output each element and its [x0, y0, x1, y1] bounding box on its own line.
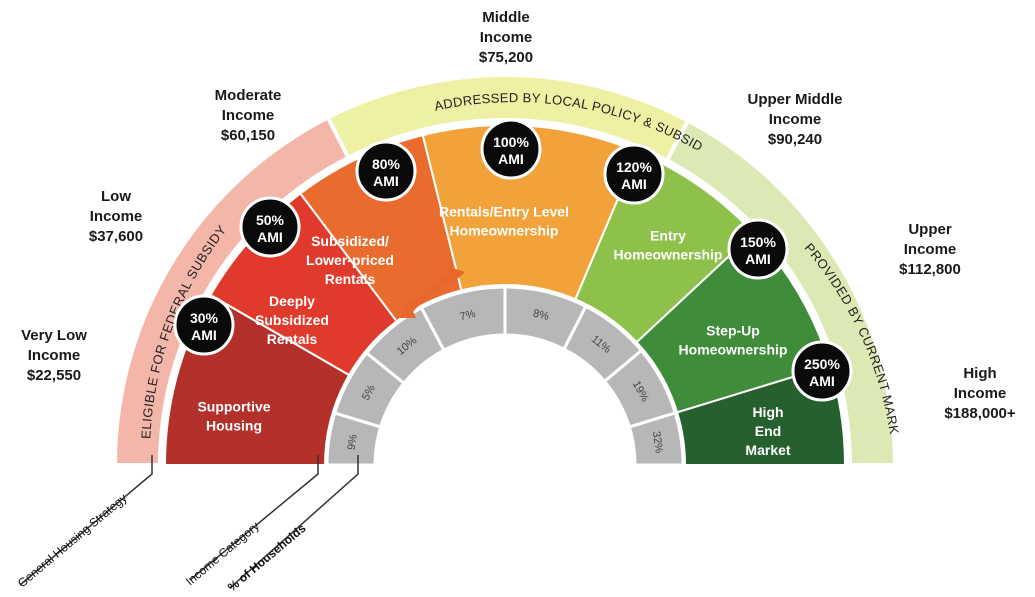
category-label: Homeownership [450, 223, 559, 239]
households-segment [627, 411, 685, 467]
income-label-moderate: Moderate Income $60,150 [198, 86, 298, 146]
income-line: Very Low [21, 327, 87, 344]
ami-pct: 250% [804, 356, 840, 372]
category-label-layer: Supportive Housing Deeply Subsidized Rentals… [197, 204, 790, 459]
income-line: Income [221, 107, 275, 124]
ami-marker-circle [480, 118, 542, 180]
ami-unit: AMI [621, 176, 647, 192]
ami-unit: AMI [191, 327, 217, 343]
category-label: Homeownership [614, 247, 723, 263]
households-pct-label: 7% [459, 308, 478, 324]
income-line: Middle [482, 9, 530, 26]
income-line: Income [903, 241, 957, 258]
ami-unit: AMI [373, 173, 399, 189]
ami-marker-circle [727, 218, 789, 280]
ami-marker: 50%AMI [239, 196, 301, 258]
category-label: End [755, 423, 781, 439]
income-line: $112,800 [899, 261, 961, 278]
income-line: Upper Middle [747, 91, 843, 108]
category-label: Entry [650, 228, 686, 244]
category-label: Rentals [325, 271, 376, 287]
category-label: High [752, 404, 783, 420]
legend-strategy: General Housing Strategy [15, 491, 130, 590]
legend-guides [19, 455, 359, 589]
category-label: Deeply [269, 293, 315, 309]
income-label-very-low: Very Low Income $22,550 [4, 326, 104, 386]
income-line: $60,150 [220, 127, 276, 144]
ami-marker: 30%AMI [173, 294, 235, 356]
income-line: High [963, 365, 997, 382]
category-label: Homeownership [679, 342, 788, 358]
ami-pct: 120% [616, 159, 652, 175]
income-line: $75,200 [478, 49, 534, 66]
ami-pct: 80% [372, 156, 401, 172]
income-label-upper-middle: Upper Middle Income $90,240 [730, 90, 860, 150]
income-line: Income [953, 385, 1007, 402]
category-label: Market [745, 442, 790, 458]
income-line: $188,000+ [944, 405, 1016, 422]
income-line: Upper [908, 221, 952, 238]
category-label: Step-Up [706, 323, 760, 339]
income-label-low: Low Income $37,600 [66, 187, 166, 247]
category-label: Rentals [267, 331, 318, 347]
income-line: $90,240 [767, 131, 823, 148]
ami-unit: AMI [809, 373, 835, 389]
income-line: Moderate [214, 87, 282, 104]
ami-marker: 80%AMI [355, 140, 417, 202]
ami-marker: 100%AMI [480, 118, 542, 180]
income-line: Income [768, 111, 822, 128]
ami-unit: AMI [257, 229, 283, 245]
households-pct-label: 32% [650, 430, 665, 454]
income-line: Income [27, 347, 81, 364]
ami-marker-circle [355, 140, 417, 202]
households-pct-label: 9% [346, 433, 360, 451]
households-pct-label: 8% [532, 308, 550, 323]
strategy-band-layer [112, 73, 898, 467]
category-label: Lower-priced [306, 252, 394, 268]
ami-marker: 120%AMI [603, 143, 665, 205]
ami-marker-circle [603, 143, 665, 205]
double-arrow-icon [400, 266, 465, 318]
ami-pct: 150% [740, 234, 776, 250]
ami-pct: 50% [256, 212, 285, 228]
income-label-upper: Upper Income $112,800 [880, 220, 980, 280]
ami-marker-circle [239, 196, 301, 258]
ami-marker: 150%AMI [727, 218, 789, 280]
income-label-high: High Income $188,000+ [928, 364, 1032, 424]
ami-marker-circle [791, 340, 853, 402]
category-label: Housing [206, 418, 262, 434]
category-label: Supportive [197, 399, 270, 415]
income-line: Income [89, 208, 143, 225]
income-line: Low [101, 188, 131, 205]
income-line: $37,600 [88, 228, 144, 245]
ami-pct: 100% [493, 134, 529, 150]
ami-unit: AMI [498, 151, 524, 167]
income-label-middle: Middle Income $75,200 [456, 8, 556, 68]
category-label: Subsidized [255, 312, 329, 328]
ami-marker-circle [173, 294, 235, 356]
income-line: Income [479, 29, 533, 46]
income-line: $22,550 [26, 367, 82, 384]
ami-unit: AMI [745, 251, 771, 267]
category-label: Rentals/Entry Level [439, 204, 569, 220]
category-label: Subsidized/ [311, 233, 389, 249]
ami-marker: 250%AMI [791, 340, 853, 402]
households-ring-layer [325, 285, 685, 467]
ami-pct: 30% [190, 310, 219, 326]
